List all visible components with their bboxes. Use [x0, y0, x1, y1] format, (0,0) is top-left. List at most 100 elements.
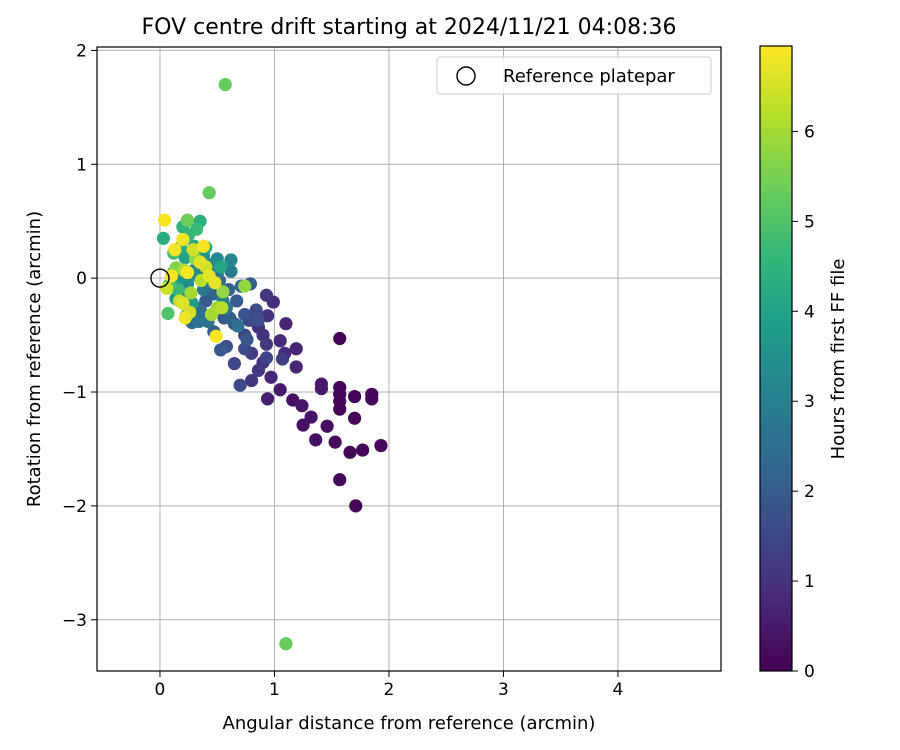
data-point [275, 352, 290, 366]
chart-title: FOV centre drift starting at 2024/11/21 … [142, 15, 677, 40]
data-point [190, 222, 204, 236]
y-tick-label: −2 [62, 497, 87, 517]
x-axis-label: Angular distance from reference (arcmin) [223, 713, 596, 734]
colorbar: 0 1 2 3 4 5 6 Hours from first FF file [759, 45, 849, 682]
data-point [296, 418, 310, 432]
data-point [260, 392, 275, 406]
legend-box [436, 56, 712, 95]
data-point [240, 333, 254, 347]
x-tick-label: 1 [269, 680, 280, 700]
y-tick-label: −1 [62, 383, 87, 403]
data-point [348, 411, 362, 425]
y-tick-label: 2 [76, 41, 87, 61]
colorbar-tick-label: 1 [804, 572, 815, 592]
data-point [273, 334, 287, 348]
y-tick-label: 1 [76, 155, 87, 175]
data-point [251, 363, 266, 377]
colorbar-label: Hours from first FF file [828, 259, 849, 460]
data-point [186, 243, 200, 257]
x-tick-label: 3 [498, 680, 509, 700]
data-point [157, 213, 172, 227]
x-tick-label: 2 [384, 680, 395, 700]
data-point [214, 343, 228, 357]
colorbar-ticks: 0 1 2 3 4 5 6 [792, 122, 815, 682]
data-point [192, 314, 206, 329]
data-point [289, 342, 303, 356]
data-point [224, 264, 238, 278]
plot-frame [96, 46, 722, 672]
data-point [178, 311, 192, 325]
data-point [374, 438, 388, 453]
colorbar-tick-label: 0 [804, 662, 815, 682]
data-point [259, 288, 274, 302]
y-tick-label: 0 [76, 269, 87, 289]
colorbar-tick-label: 5 [804, 212, 815, 232]
data-points [156, 77, 388, 651]
legend-marker-open-circle [456, 66, 476, 86]
data-point [168, 243, 182, 257]
data-point [202, 186, 216, 200]
data-point [348, 389, 362, 404]
colorbar-tick-label: 4 [804, 302, 815, 322]
data-point [249, 303, 263, 317]
data-point [176, 296, 190, 310]
data-point [156, 231, 171, 245]
data-point [244, 374, 259, 388]
data-point [251, 313, 266, 327]
x-tick-label: 0 [155, 680, 166, 700]
data-point [356, 443, 370, 457]
data-point [184, 286, 198, 300]
data-point [160, 281, 174, 296]
data-point [238, 307, 252, 322]
data-point [224, 253, 238, 267]
y-tick-label: −3 [62, 611, 87, 631]
data-point [365, 392, 379, 406]
data-point [196, 239, 211, 253]
reference-layer [150, 268, 170, 288]
data-point [227, 356, 241, 371]
data-point [193, 255, 207, 269]
data-point [230, 294, 244, 308]
data-point [176, 232, 190, 247]
data-point [238, 279, 252, 293]
data-point [218, 77, 232, 92]
data-point [309, 433, 323, 447]
x-axis-ticks: 0 1 2 3 4 [155, 671, 623, 700]
data-point [259, 351, 274, 365]
data-point [320, 419, 334, 433]
data-point [178, 251, 192, 265]
data-point [214, 260, 228, 274]
colorbar-tick-label: 2 [804, 482, 815, 502]
data-point [209, 329, 223, 343]
data-point [328, 435, 342, 449]
data-point [204, 307, 219, 322]
data-point [216, 285, 230, 299]
data-point [295, 399, 309, 413]
colorbar-tick-label: 3 [804, 392, 815, 412]
data-point [279, 317, 293, 331]
data-point [279, 637, 293, 651]
y-axis-label: Rotation from reference (arcmin) [24, 211, 45, 507]
data-point [231, 319, 245, 333]
data-point [223, 311, 237, 325]
colorbar-gradient [759, 45, 793, 672]
legend: Reference platepar [436, 56, 712, 95]
data-point [349, 499, 363, 513]
data-point [333, 473, 347, 487]
data-point [164, 269, 179, 283]
legend-label: Reference platepar [503, 66, 675, 87]
data-point [180, 265, 195, 280]
data-point [215, 301, 229, 315]
grid [97, 47, 721, 671]
data-point [273, 383, 287, 397]
data-point [333, 402, 347, 416]
data-point [304, 410, 318, 424]
data-point [314, 382, 329, 396]
data-point [161, 306, 175, 321]
data-point [343, 445, 357, 459]
data-point [208, 276, 222, 290]
colorbar-tick-label: 6 [804, 122, 815, 142]
data-point [333, 331, 347, 346]
data-point [233, 378, 247, 392]
